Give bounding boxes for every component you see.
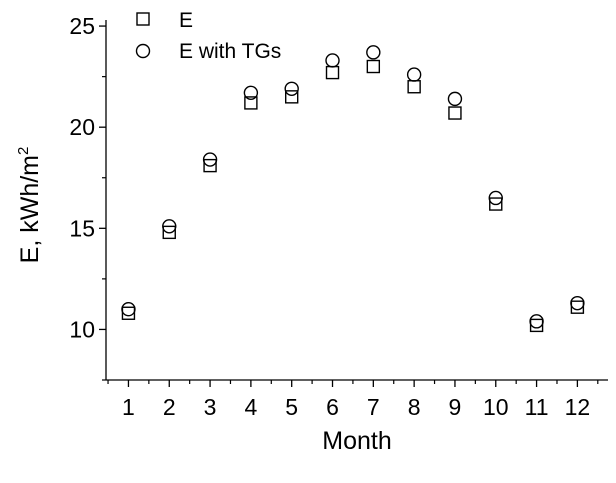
point-e-month-3 [203, 158, 217, 173]
point-e-with-tgs-month-11 [529, 314, 544, 329]
x-axis-title: Month [322, 427, 391, 455]
x-tick-label: 5 [285, 394, 298, 420]
x-tick-label: 12 [565, 394, 591, 420]
x-tick-label: 3 [204, 394, 217, 420]
point-e-with-tgs-month-6 [325, 53, 340, 68]
point-e-with-tgs-month-12 [570, 295, 585, 311]
x-tick-label: 11 [525, 394, 549, 420]
legend-marker-e-with-tgs [135, 43, 151, 59]
x-tick-label: 9 [449, 394, 462, 420]
point-e-month-10 [489, 197, 503, 211]
y-tick-label: 20 [69, 114, 95, 140]
y-tick-label: 10 [69, 316, 95, 342]
x-tick-label: 2 [163, 394, 176, 420]
x-tick-label: 8 [408, 394, 421, 420]
x-tick-label: 6 [326, 394, 339, 420]
point-e-with-tgs-month-5 [284, 81, 299, 96]
point-e-month-2 [162, 225, 176, 240]
point-e-with-tgs-month-8 [406, 67, 422, 82]
point-e-with-tgs-month-7 [366, 45, 381, 60]
y-axis-title-superscript: 2 [15, 147, 32, 155]
point-e-month-11 [529, 318, 544, 333]
point-e-month-12 [570, 300, 585, 314]
x-tick-label: 4 [244, 394, 257, 420]
data-marks [121, 45, 585, 333]
x-tick-label: 7 [367, 394, 380, 420]
legend-label-e-with-tgs: E with TGs [179, 40, 281, 63]
y-tick-label: 15 [69, 215, 95, 241]
point-e-month-5 [284, 90, 299, 104]
point-e-with-tgs-month-4 [243, 85, 259, 101]
point-e-month-8 [407, 80, 421, 94]
legend: E E with TGs [135, 9, 281, 63]
point-e-month-1 [121, 306, 136, 320]
point-e-with-tgs-month-10 [488, 190, 503, 206]
point-e-month-4 [244, 96, 258, 110]
point-e-with-tgs-month-3 [202, 152, 218, 167]
point-e-with-tgs-month-1 [121, 302, 136, 317]
point-e-month-9 [448, 106, 462, 120]
point-e-month-6 [325, 65, 340, 80]
y-axis-title: E, kWh/m2 [15, 147, 44, 264]
y-tick-label: 25 [69, 13, 95, 39]
legend-label-e: E [179, 9, 193, 32]
x-tick-label: 1 [122, 394, 135, 420]
legend-marker-e [136, 12, 150, 26]
x-tick-label: 10 [483, 394, 509, 420]
y-axis-title-text: E, kWh/m [16, 155, 44, 263]
point-e-month-7 [366, 59, 381, 74]
point-e-with-tgs-month-2 [162, 219, 177, 234]
point-e-with-tgs-month-9 [447, 91, 463, 107]
